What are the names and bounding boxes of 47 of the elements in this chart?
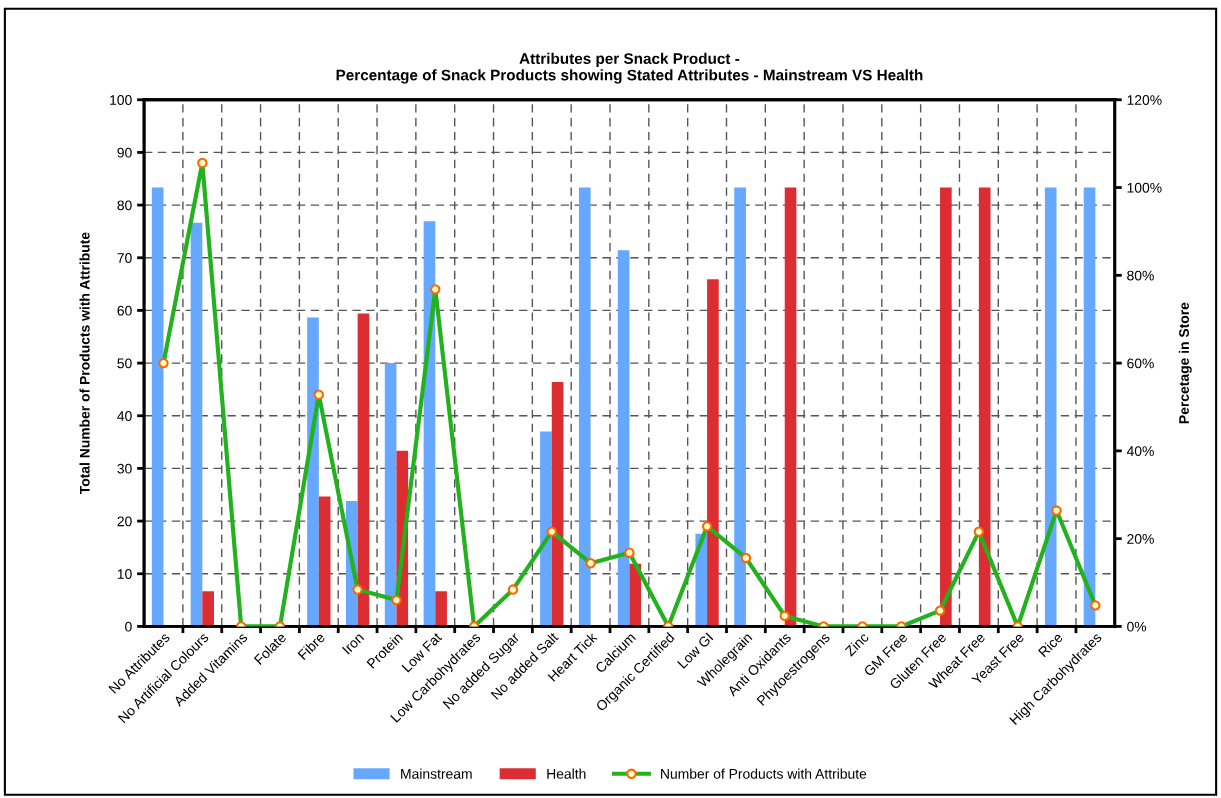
- bar: [190, 222, 203, 627]
- bar: [435, 591, 447, 627]
- y-tick-label: 100: [110, 95, 132, 105]
- legend-label: Health: [547, 768, 586, 779]
- bar: [629, 563, 642, 627]
- bar: [940, 187, 952, 627]
- x-tick-label: Iron: [341, 632, 365, 655]
- y2-tick-label: 0%: [1127, 621, 1147, 632]
- y2-tick-label: 120%: [1127, 95, 1162, 105]
- bar: [202, 591, 214, 627]
- y-tick-label: 10: [117, 569, 132, 579]
- y-tick-label: 30: [117, 463, 132, 474]
- legend-label: Mainstream: [401, 768, 472, 779]
- bar: [784, 187, 797, 627]
- bar: [578, 187, 591, 627]
- y2-tick-label: 20%: [1127, 533, 1154, 544]
- y-tick-label: 0: [125, 621, 132, 632]
- y-tick-label: 20: [117, 516, 132, 527]
- bar: [695, 533, 708, 627]
- x-tick-label: Zinc: [844, 631, 870, 657]
- y2-tick-label: 40%: [1126, 446, 1154, 457]
- y-tick-label: 80: [117, 200, 132, 211]
- bar: [318, 496, 331, 627]
- y2-axis-title: Percetage in Store: [1178, 302, 1192, 424]
- bar: [734, 187, 746, 627]
- y-tick-label: 50: [117, 358, 132, 369]
- y-tick-label: 90: [117, 147, 132, 158]
- bar: [384, 363, 397, 627]
- bar: [617, 250, 630, 627]
- chart-title: Attributes per Snack Product - Percentage of Snack Products showing Stated Attributes - Mainstream VS Health: [336, 52, 923, 84]
- y2-tick-label: 60%: [1127, 358, 1154, 369]
- bar: [540, 431, 552, 627]
- bar: [978, 187, 991, 627]
- y-tick-label: 60: [117, 305, 132, 316]
- bar: [551, 381, 564, 627]
- bar: [707, 279, 719, 627]
- y2-tick-label: 80%: [1127, 270, 1154, 281]
- legend-label: Number of Products with Attribute: [661, 768, 867, 779]
- bar: [151, 187, 164, 627]
- bar: [1044, 187, 1057, 627]
- y-tick-label: 40: [117, 411, 132, 421]
- y-tick-label: 70: [117, 253, 132, 263]
- bar: [307, 317, 319, 627]
- y2-tick-label: 100%: [1127, 182, 1162, 193]
- bar: [1083, 187, 1096, 627]
- bar: [357, 313, 370, 627]
- y-axis-title: Total Number of Products with Attribute: [79, 232, 90, 495]
